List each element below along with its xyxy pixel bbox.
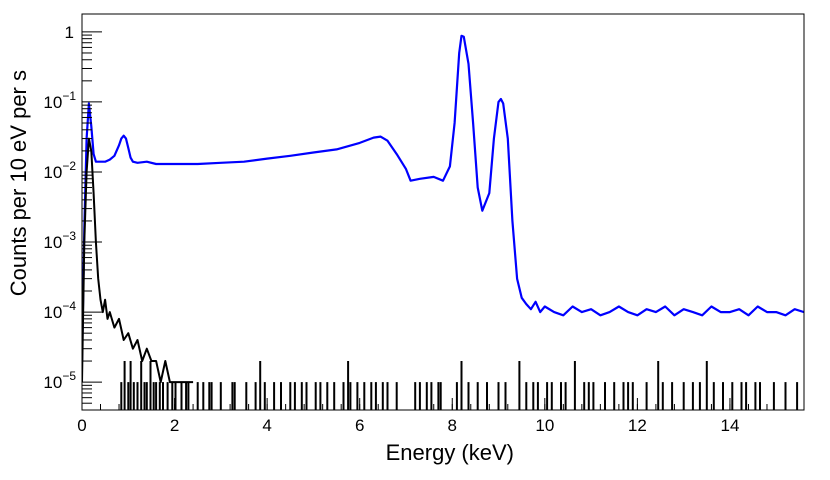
x-tick-label: 8	[448, 416, 457, 435]
x-tick-label: 0	[77, 416, 86, 435]
x-tick-label: 14	[720, 416, 739, 435]
y-tick-label: 10−4	[43, 299, 76, 322]
y-tick-label: 10−5	[43, 369, 76, 392]
series-layer	[82, 34, 804, 384]
x-tick-label: 12	[628, 416, 647, 435]
x-tick-label: 6	[355, 416, 364, 435]
x-tick-label: 4	[262, 416, 271, 435]
x-tick-label: 2	[170, 416, 179, 435]
x-axis-label: Energy (keV)	[386, 440, 514, 465]
x-axis: 0 2 4 6 8 10 12 14	[77, 398, 805, 435]
y-tick-label: 10−1	[43, 89, 76, 112]
x-tick-label: 10	[535, 416, 554, 435]
y-tick-label: 1	[65, 23, 74, 42]
series-line-0	[82, 34, 804, 362]
y-tick-label: 10−3	[43, 229, 76, 252]
sparse-counts-layer	[120, 361, 799, 410]
y-axis: 1 10−1 10−2 10−3 10−4 10−5	[43, 23, 102, 411]
plot-frame	[81, 13, 805, 411]
y-axis-label: Counts per 10 eV per s	[6, 70, 31, 296]
y-tick-label: 10−2	[43, 159, 76, 182]
series-line-1	[82, 137, 194, 384]
